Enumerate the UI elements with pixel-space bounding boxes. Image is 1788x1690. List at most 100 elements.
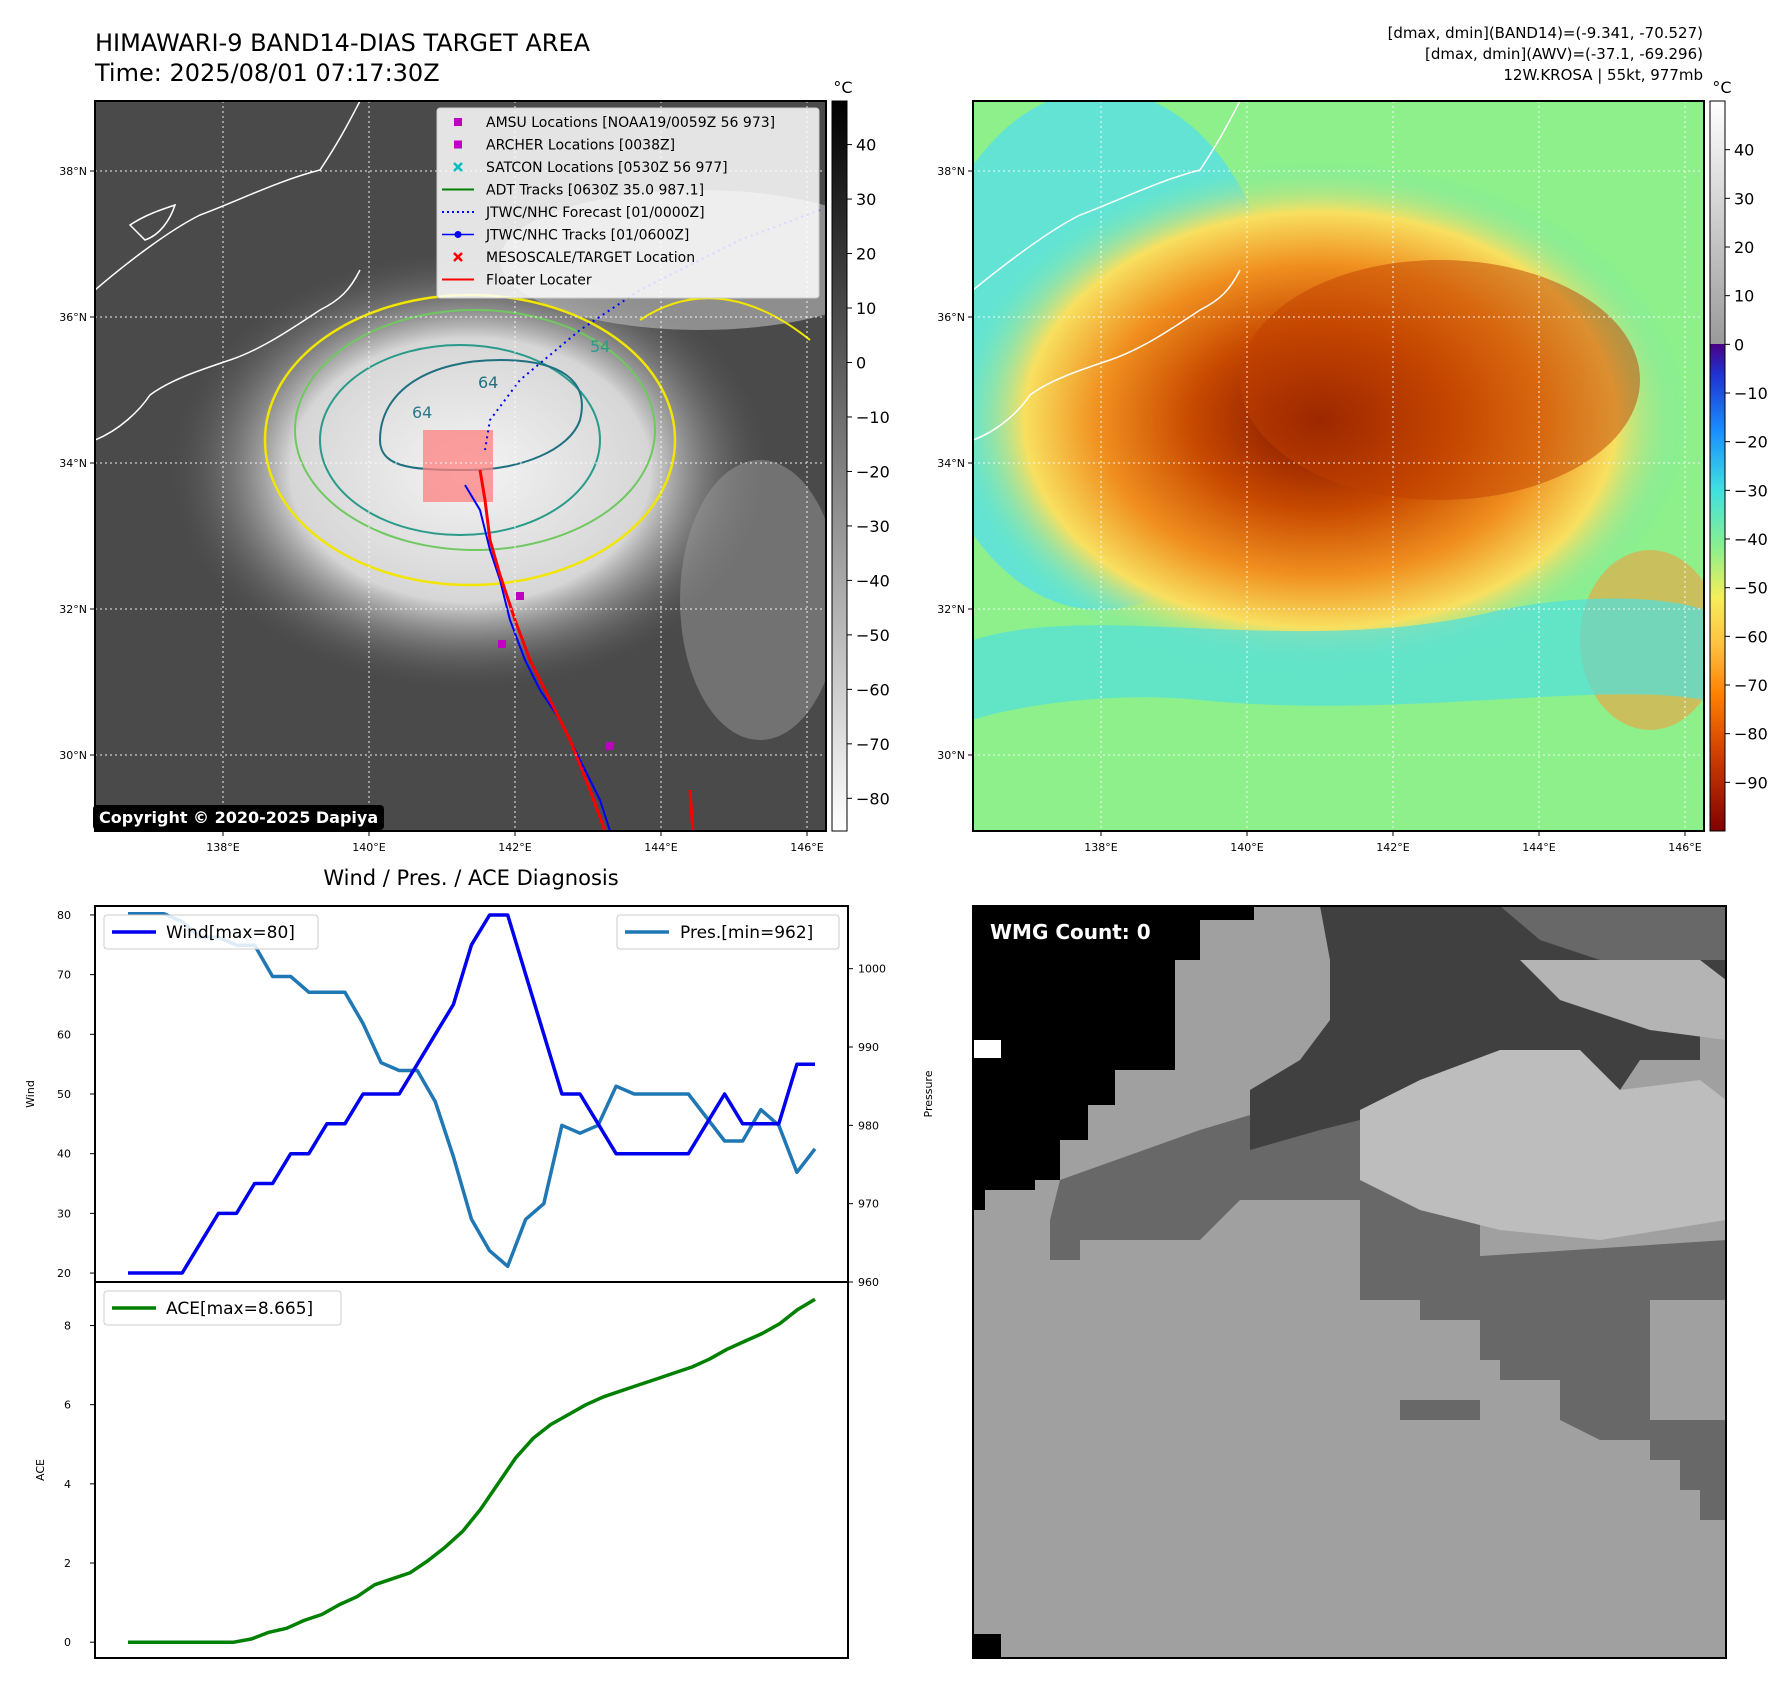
ace-axis-tick-label: 4: [64, 1478, 71, 1491]
ir-map-lat-label: 30°N: [59, 749, 87, 762]
ace-legend-box: [103, 1290, 342, 1326]
pressure-axis-tick-label: 990: [858, 1041, 879, 1054]
legend-item: SATCON Locations [0530Z 56 977]: [453, 160, 728, 176]
legend-label: ADT Tracks [0630Z 35.0 987.1]: [486, 183, 704, 199]
contour-ne: [639, 297, 811, 341]
wind-axis-tick-label: 80: [57, 909, 71, 922]
awv-storm-north: [1240, 260, 1640, 500]
ace-series-line: [128, 1297, 816, 1644]
wind-axis-tick-label: 20: [57, 1267, 71, 1280]
archer-marker-2: [606, 742, 614, 750]
wmg-dark-gray-2: [1500, 906, 1726, 960]
jtwc-past-track: [464, 484, 611, 831]
colorbar-left-label: −20: [856, 462, 890, 481]
ace-legend: ACE[max=8.665]: [103, 1290, 342, 1326]
ir-map-lat-label: 32°N: [59, 603, 87, 616]
awv-map-lat-label: 34°N: [937, 457, 965, 470]
wind-axis-tick-label: 30: [57, 1207, 71, 1220]
contour-green: [294, 309, 656, 551]
legend-label: ARCHER Locations [0038Z]: [486, 138, 675, 154]
awv-coastline-north: [973, 101, 1241, 291]
legend-item: Floater Locater: [442, 273, 592, 289]
wind-legend-label: Wind[max=80]: [166, 923, 295, 943]
colorbar-left-label: −70: [856, 735, 890, 754]
legend-marker-x: [453, 252, 463, 262]
awv-map-lon-label: 146°E: [1668, 841, 1701, 854]
ir-map-lon-label: 140°E: [352, 841, 385, 854]
wmg-light-region-2: [1520, 960, 1726, 1040]
pressure-legend-box: [616, 914, 840, 950]
colorbar-left-label: −10: [856, 408, 890, 427]
pressure-axis-tick-label: 960: [858, 1276, 879, 1289]
coastline-noto: [128, 203, 177, 241]
colorbar-right-label: −60: [1734, 627, 1768, 646]
legend-marker-x: [453, 162, 463, 172]
awv-map-frame: [972, 100, 1705, 832]
legend-marker-dot: [454, 231, 462, 238]
ace-axis-tick-label: 8: [64, 1320, 71, 1333]
legend-label: MESOSCALE/TARGET Location: [486, 250, 695, 266]
colorbar-left-unit: °C: [833, 78, 852, 97]
ir-map-lat-label: 34°N: [59, 457, 87, 470]
colorbar-right-label: −10: [1734, 384, 1768, 403]
contour-teal: [319, 344, 601, 536]
awv-map-lat-label: 36°N: [937, 311, 965, 324]
legend-label: JTWC/NHC Tracks [01/0600Z]: [485, 228, 689, 244]
colorbar-right-label: −30: [1734, 481, 1768, 500]
ace-chart: 0 2 4 6 8 ACE ACE[max=8.665]: [34, 1281, 849, 1659]
colorbar-left-label: 40: [856, 136, 876, 155]
legend-marker-square: [454, 140, 462, 149]
colorbar-right-label: −70: [1734, 676, 1768, 695]
archer-marker: [516, 592, 524, 600]
ir-map-lat-label: 38°N: [59, 165, 87, 178]
wmg-frame: [972, 905, 1727, 1659]
wmg-count-label: WMG Count: 0: [990, 920, 1151, 944]
wind-axis-tick-label: 50: [57, 1088, 71, 1101]
copyright-badge: Copyright © 2020-2025 Dapiya: [93, 805, 385, 830]
legend-item: AMSU Locations [NOAA19/0059Z 56 973]: [454, 115, 775, 131]
awv-map-gridlines: [973, 101, 1704, 831]
floater-locater-segment: [688, 789, 695, 831]
figure-title: HIMAWARI-9 BAND14-DIAS TARGET AREA: [95, 29, 591, 57]
colorbar-left-label: −80: [856, 789, 890, 808]
pressure-legend: Pres.[min=962]: [616, 914, 840, 950]
colorbar-left-label: −30: [856, 517, 890, 536]
wmg-dark-gray-3: [1420, 1240, 1726, 1520]
ace-legend-label: ACE[max=8.665]: [166, 1299, 313, 1319]
info-band14: [dmax, dmin](BAND14)=(-9.341, -70.527): [1388, 24, 1703, 42]
colorbar-right-label: −80: [1734, 725, 1768, 744]
wmg-dark-gray-4: [1400, 1400, 1480, 1420]
awv-map-axes: 38°N 36°N 34°N 32°N 30°N 138°E 140°E 142°E 144°E…: [937, 165, 1702, 854]
mesoscale-target-box: [423, 430, 493, 502]
diagnosis-title: Wind / Pres. / ACE Diagnosis: [323, 866, 618, 890]
ir-map-lon-label: 144°E: [644, 841, 677, 854]
awv-map-lon-label: 140°E: [1230, 841, 1263, 854]
awv-map-lon-label: 138°E: [1084, 841, 1117, 854]
wmg-white-patch: [973, 1040, 1001, 1058]
pressure-axis-label: Pressure: [922, 1070, 935, 1117]
colorbar-left-label: 20: [856, 245, 876, 264]
ace-axis-tick-label: 6: [64, 1399, 71, 1412]
contour-label-2: 54: [590, 337, 610, 356]
awv-map-panel: [972, 100, 1705, 832]
colorbar-left-label: 30: [856, 190, 876, 209]
wind-axis-tick-label: 70: [57, 969, 71, 982]
colorbar-right-label: −20: [1734, 433, 1768, 452]
wmg-light-region: [1360, 1050, 1726, 1240]
legend-item: JTWC/NHC Tracks [01/0600Z]: [442, 228, 689, 244]
contour-label-1: 64: [412, 403, 432, 422]
awv-coastline-south: [973, 269, 1241, 441]
colorbar-left-label: 10: [856, 299, 876, 318]
legend-item: ADT Tracks [0630Z 35.0 987.1]: [442, 183, 704, 199]
contour-label-3: 64: [478, 373, 498, 392]
legend-item: ARCHER Locations [0038Z]: [454, 138, 675, 154]
legend-item: JTWC/NHC Forecast [01/0000Z]: [442, 205, 705, 221]
ir-map-lon-label: 142°E: [498, 841, 531, 854]
ir-map-lon-label: 146°E: [790, 841, 823, 854]
wmg-panel: [972, 905, 1727, 1659]
colorbar-right-label: −40: [1734, 530, 1768, 549]
pressure-legend-label: Pres.[min=962]: [680, 923, 813, 943]
wind-axis-label: Wind: [24, 1080, 37, 1108]
colorbar-right-label: 30: [1734, 189, 1754, 208]
